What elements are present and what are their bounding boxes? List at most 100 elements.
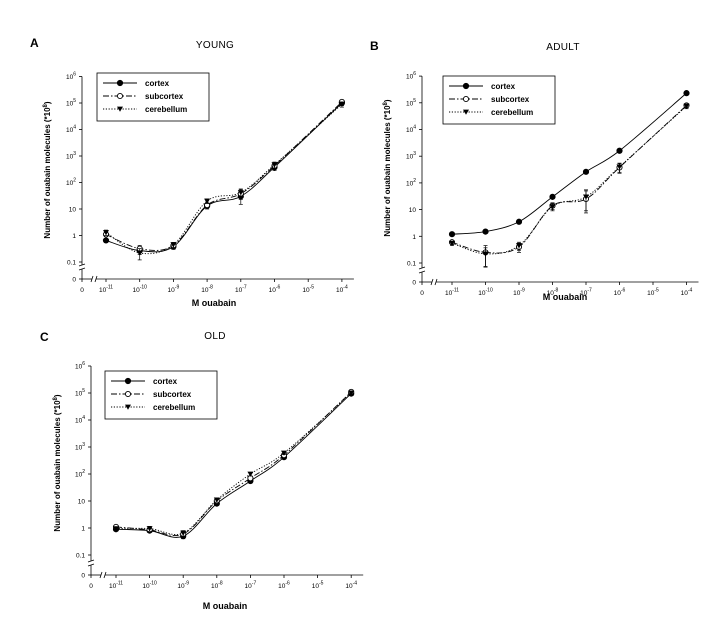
series-subcortex bbox=[102, 98, 345, 254]
x-axis-label: M ouabain bbox=[543, 292, 588, 302]
data-point bbox=[616, 147, 623, 154]
y-tick-label: 104 bbox=[66, 125, 76, 135]
legend-label: subcortex bbox=[491, 95, 530, 104]
x-tick-label: 10-9 bbox=[168, 285, 180, 295]
data-point bbox=[281, 450, 287, 456]
legend-label: cortex bbox=[153, 377, 178, 386]
legend-marker bbox=[125, 404, 131, 410]
x-tick-label: 10-9 bbox=[513, 288, 525, 298]
x-tick-label: 10-7 bbox=[235, 285, 247, 295]
data-point bbox=[616, 164, 623, 170]
x-tick-label: 10-5 bbox=[312, 581, 324, 591]
panel-title: OLD bbox=[204, 331, 225, 342]
legend-marker bbox=[117, 106, 123, 112]
x-axis-break bbox=[103, 571, 107, 579]
data-point bbox=[213, 497, 220, 503]
y-tick-label: 103 bbox=[75, 442, 85, 452]
y-axis-break bbox=[78, 267, 86, 271]
axes bbox=[78, 76, 354, 283]
x-axis-break bbox=[99, 571, 103, 579]
legend: cortex subcortex cerebellum bbox=[104, 370, 218, 420]
y-tick-label: 106 bbox=[406, 71, 416, 81]
legend-label: cerebellum bbox=[145, 105, 187, 114]
y-tick-label: 10 bbox=[69, 207, 77, 214]
x-axis-label: M ouabain bbox=[192, 298, 237, 308]
legend-marker bbox=[116, 92, 124, 100]
legend-marker bbox=[462, 82, 470, 90]
y-tick-label: 104 bbox=[75, 415, 85, 425]
data-point bbox=[180, 530, 187, 536]
series-cortex bbox=[102, 99, 345, 255]
data-point bbox=[103, 230, 109, 236]
y-tick-label: 1 bbox=[412, 234, 416, 241]
legend: cortex subcortex cerebellum bbox=[96, 72, 210, 122]
y-tick-label: 0.1 bbox=[67, 260, 76, 267]
data-point bbox=[338, 101, 345, 108]
x-tick-label: 10-4 bbox=[336, 285, 348, 295]
x-tick-label: 10-7 bbox=[580, 288, 592, 298]
legend-marker bbox=[124, 390, 132, 398]
legend-label: subcortex bbox=[145, 92, 184, 101]
y-tick-label: 1 bbox=[81, 526, 85, 533]
y-axis-break bbox=[418, 270, 426, 274]
x-tick-label: 10-6 bbox=[614, 288, 626, 298]
x-tick-label: 10-11 bbox=[99, 285, 113, 295]
chart-panel-C: C OLD 0 10-11 10-10 10-9 10-8 10-7 10-6 10-5 10-4 0… bbox=[40, 330, 364, 611]
data-point bbox=[683, 103, 690, 109]
x-tick-label: 0 bbox=[89, 583, 93, 590]
data-point bbox=[170, 242, 177, 248]
series-line bbox=[105, 101, 343, 251]
legend-box bbox=[96, 72, 210, 122]
y-tick-label: 106 bbox=[66, 72, 76, 82]
data-point bbox=[448, 231, 456, 238]
y-tick-label: 105 bbox=[66, 98, 76, 108]
y-tick-label: 105 bbox=[75, 388, 85, 398]
x-tick-label: 10-10 bbox=[142, 581, 157, 591]
y-tick-label: 0 bbox=[72, 277, 76, 284]
data-point bbox=[515, 218, 523, 225]
series-line bbox=[105, 102, 343, 253]
legend-label: subcortex bbox=[153, 390, 192, 399]
data-point bbox=[113, 526, 119, 532]
legend-marker bbox=[462, 95, 470, 103]
y-tick-label: 105 bbox=[406, 98, 416, 108]
x-axis-break bbox=[90, 275, 94, 283]
y-axis-break bbox=[78, 263, 86, 267]
legend-label: cortex bbox=[145, 79, 170, 88]
series-cortex bbox=[448, 90, 690, 238]
data-point bbox=[582, 168, 590, 175]
data-point bbox=[549, 193, 556, 200]
legend-marker bbox=[463, 109, 469, 115]
y-tick-label: 1 bbox=[72, 233, 76, 240]
x-axis-break bbox=[430, 278, 434, 286]
data-point bbox=[136, 250, 143, 256]
data-point bbox=[549, 204, 556, 210]
x-tick-label: 10-7 bbox=[245, 581, 257, 591]
x-axis-label: M ouabain bbox=[203, 601, 248, 611]
series-cerebellum bbox=[113, 390, 355, 537]
y-axis-label: Number of ouabain molecules (*108) bbox=[53, 394, 62, 531]
legend-label: cortex bbox=[491, 82, 516, 91]
y-tick-label: 103 bbox=[66, 151, 76, 161]
x-tick-label: 10-11 bbox=[109, 581, 123, 591]
x-tick-label: 10-8 bbox=[547, 288, 559, 298]
x-tick-label: 10-10 bbox=[478, 288, 493, 298]
legend-label: cerebellum bbox=[153, 403, 195, 412]
data-point bbox=[102, 237, 110, 244]
series-line bbox=[451, 105, 687, 255]
legend-marker bbox=[124, 377, 132, 385]
x-tick-label: 10-8 bbox=[201, 285, 213, 295]
y-tick-label: 10 bbox=[409, 207, 417, 214]
series-cerebellum bbox=[103, 101, 345, 261]
series-cerebellum bbox=[449, 103, 690, 268]
x-tick-label: 10-11 bbox=[445, 288, 459, 298]
x-tick-label: 10-6 bbox=[269, 285, 281, 295]
x-tick-label: 10-8 bbox=[211, 581, 223, 591]
legend-box bbox=[104, 370, 218, 420]
data-point bbox=[348, 390, 355, 396]
y-tick-label: 104 bbox=[406, 125, 416, 135]
y-tick-label: 0 bbox=[412, 280, 416, 287]
legend: cortex subcortex cerebellum bbox=[442, 75, 556, 125]
data-point bbox=[247, 471, 254, 477]
data-point bbox=[237, 190, 244, 196]
